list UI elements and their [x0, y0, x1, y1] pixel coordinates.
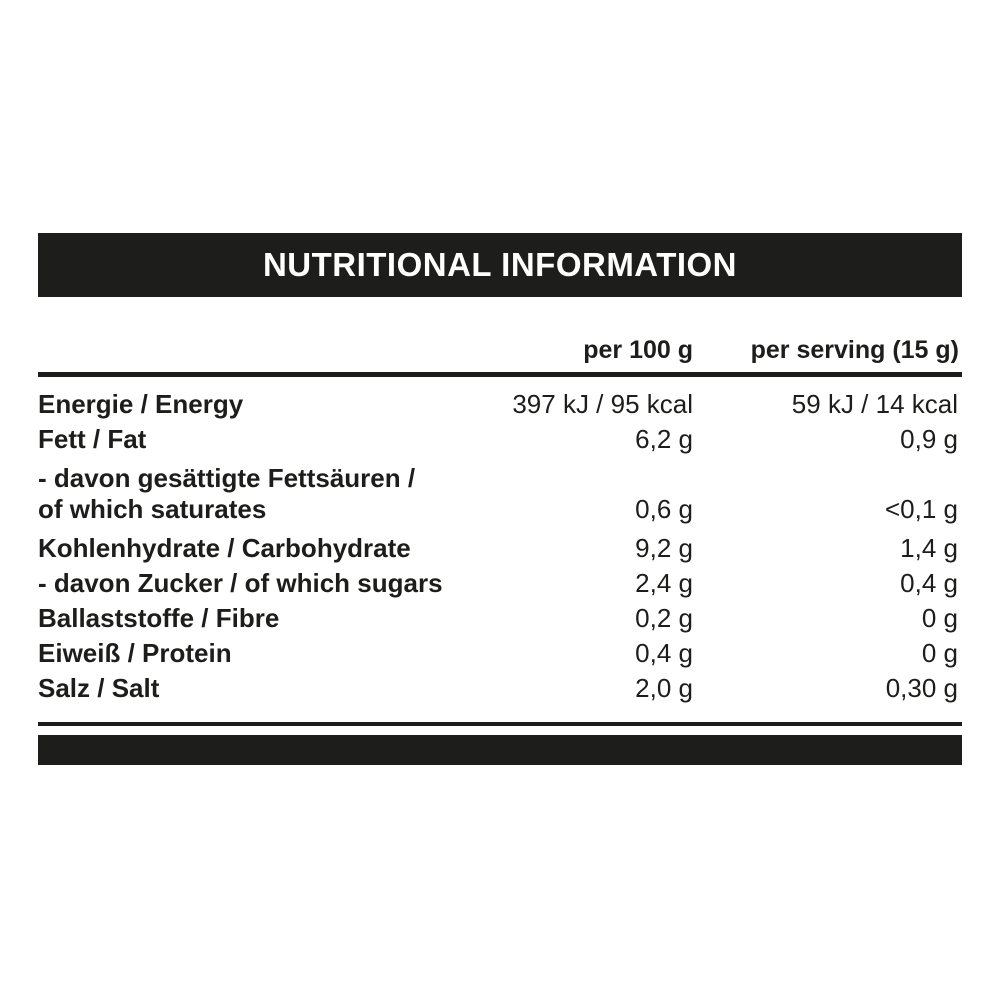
nutrient-name: Salz / Salt: [38, 673, 160, 703]
nutrient-name-line-1: - davon gesättigte Fettsäuren /: [38, 463, 416, 493]
value-per-100g: 0,4 g: [635, 638, 693, 668]
value-per-100g: 0,2 g: [635, 603, 693, 633]
table-row-sugars: - davon Zucker / of which sugars 2,4 g 0…: [38, 566, 962, 601]
footer-rule: [38, 722, 962, 726]
value-per-100g: 397 kJ / 95 kcal: [512, 389, 693, 419]
footer-bar: [38, 735, 962, 765]
value-per-100g: 9,2 g: [635, 533, 693, 563]
nutrition-label: NUTRITIONAL INFORMATION per 100 g per se…: [38, 233, 962, 765]
value-per-serving: 0 g: [921, 638, 958, 668]
value-per-100g: 2,4 g: [635, 568, 693, 598]
table-row-protein: Eiweiß / Protein 0,4 g 0 g: [38, 636, 962, 671]
value-per-serving: 0,4 g: [900, 568, 958, 598]
table-row-fat: Fett / Fat 6,2 g 0,9 g: [38, 422, 962, 457]
nutrient-name-line-2: of which saturates: [38, 494, 267, 524]
table-row-energy: Energie / Energy 397 kJ / 95 kcal 59 kJ …: [38, 387, 962, 422]
value-per-serving: 1,4 g: [900, 533, 958, 563]
value-per-100g: 6,2 g: [635, 424, 693, 454]
nutrient-name: - davon Zucker / of which sugars: [38, 568, 443, 598]
table-row-fibre: Ballaststoffe / Fibre 0,2 g 0 g: [38, 601, 962, 636]
title-bar: NUTRITIONAL INFORMATION: [38, 233, 962, 297]
nutrient-name: Eiweiß / Protein: [38, 638, 232, 668]
column-header-per-serving: per serving (15 g): [750, 336, 959, 364]
nutrient-name: Ballaststoffe / Fibre: [38, 603, 280, 633]
value-per-100g: 2,0 g: [635, 673, 693, 703]
value-per-serving: <0,1 g: [884, 494, 958, 524]
table-row-saturates: - davon gesättigte Fettsäuren / of which…: [38, 463, 962, 525]
nutrient-name: Fett / Fat: [38, 424, 147, 454]
value-per-serving: 59 kJ / 14 kcal: [791, 389, 958, 419]
nutrient-name: Kohlenhydrate / Carbohydrate: [38, 533, 411, 563]
header-rule: [38, 372, 962, 377]
nutrient-name: Energie / Energy: [38, 389, 244, 419]
label-title: NUTRITIONAL INFORMATION: [262, 246, 738, 283]
value-per-100g: 0,6 g: [635, 494, 693, 524]
table-row-salt: Salz / Salt 2,0 g 0,30 g: [38, 671, 962, 706]
nutrient-name: - davon gesättigte Fettsäuren / of which…: [38, 463, 962, 525]
value-per-serving: 0,9 g: [900, 424, 958, 454]
table-row-carbohydrate: Kohlenhydrate / Carbohydrate 9,2 g 1,4 g: [38, 531, 962, 566]
column-headers: per 100 g per serving (15 g): [38, 337, 962, 363]
nutrient-table: Energie / Energy 397 kJ / 95 kcal 59 kJ …: [38, 377, 962, 706]
value-per-serving: 0,30 g: [885, 673, 958, 703]
value-per-serving: 0 g: [921, 603, 958, 633]
column-header-per-100g: per 100 g: [583, 336, 693, 364]
